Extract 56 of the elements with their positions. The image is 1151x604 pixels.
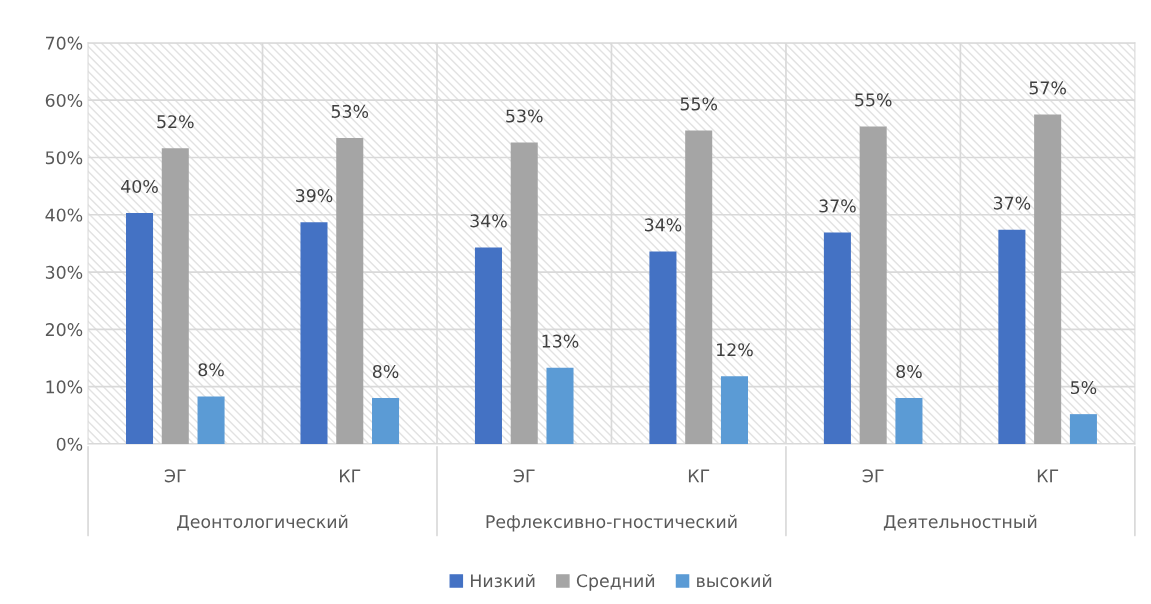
data-label: 37% [819, 199, 856, 213]
legend-label: Низкий [471, 573, 535, 588]
data-label: 34% [644, 218, 682, 232]
y-tick-label: 0% [56, 437, 83, 451]
data-label: 8% [896, 364, 922, 379]
x-tick-label: КГ [688, 469, 710, 483]
data-label: 37% [993, 196, 1031, 210]
legend-label: высокий [697, 573, 772, 588]
data-label: 5% [1070, 380, 1097, 395]
data-label: 13% [542, 334, 579, 348]
legend-label: Средний [576, 573, 655, 591]
data-label: 57% [1029, 81, 1066, 95]
y-tick-label: 60% [45, 93, 83, 108]
data-label: 55% [855, 93, 892, 107]
bar [546, 367, 574, 444]
y-tick-label: 70% [46, 36, 83, 50]
bar [720, 376, 748, 444]
bar [336, 137, 364, 444]
x-tick-label: ЭГ [164, 469, 186, 483]
data-label: 55% [680, 97, 718, 111]
bar [823, 232, 851, 444]
bar [510, 142, 538, 444]
data-label: 34% [470, 214, 507, 228]
data-label: 8% [198, 363, 224, 377]
bar [1034, 114, 1062, 444]
bar [126, 213, 154, 444]
bar [161, 148, 189, 444]
data-label: 8% [372, 364, 399, 379]
bar [685, 130, 713, 444]
data-label: 39% [296, 189, 333, 203]
bar [998, 229, 1026, 444]
y-tick-label: 10% [46, 380, 83, 394]
data-label: 12% [717, 343, 753, 357]
bar [1069, 414, 1097, 444]
bar [300, 222, 328, 444]
bar [895, 398, 923, 444]
y-tick-label: 20% [45, 323, 83, 337]
data-label: 52% [157, 115, 194, 129]
text: Деятельностный [883, 514, 1037, 531]
bar [649, 251, 677, 444]
data-label: 40% [121, 179, 158, 194]
data-label: 53% [506, 109, 543, 123]
text: Деонтологический [177, 514, 348, 531]
bar [859, 126, 887, 444]
y-tick-label: 30% [45, 265, 83, 279]
bar [197, 396, 225, 444]
y-tick-label: 40% [45, 208, 83, 222]
y-tick-label: 50% [45, 151, 83, 165]
text: Рефлексивно-гностический [486, 514, 737, 532]
data-label: 53% [331, 104, 369, 118]
bar [474, 247, 502, 444]
bar [372, 398, 400, 444]
x-tick-label: КГ [1037, 469, 1059, 483]
x-tick-label: ЭГ [862, 469, 884, 483]
x-tick-label: КГ [340, 469, 361, 483]
x-tick-label: ЭГ [513, 469, 535, 483]
